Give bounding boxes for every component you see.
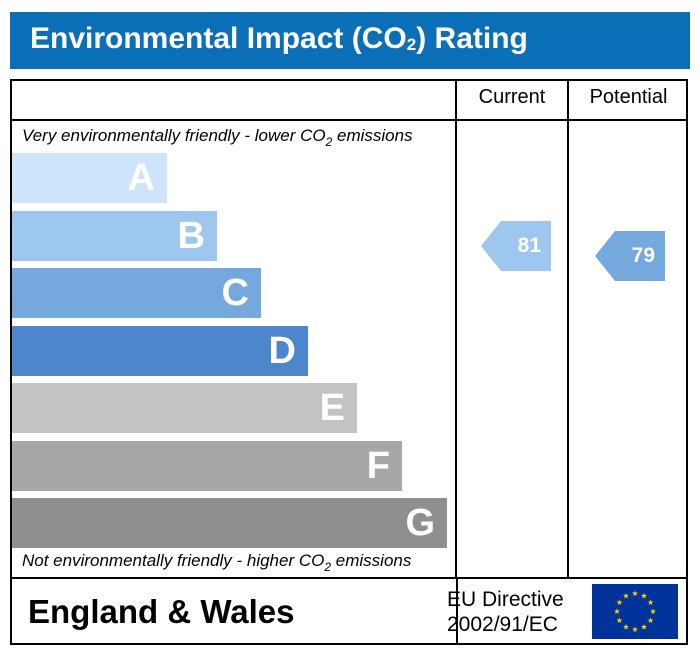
column-header-potential: Potential xyxy=(589,86,668,108)
footer: England & Wales EU Directive 2002/91/EC xyxy=(10,577,688,645)
current-arrow-shape xyxy=(481,221,551,271)
top-note: Very environmentally friendly - lower CO… xyxy=(22,126,413,149)
band-letter-d: D xyxy=(268,329,296,372)
band-c: C xyxy=(12,268,261,318)
eu-star-3 xyxy=(647,599,654,606)
header-divider xyxy=(10,119,688,121)
column-divider-potential xyxy=(567,79,569,579)
eu-star-7 xyxy=(631,626,639,633)
band-f: F xyxy=(12,440,402,491)
eu-star-11 xyxy=(616,599,623,606)
band-g: G xyxy=(12,498,447,548)
potential-rating-value: 79 xyxy=(631,244,655,267)
band-letter-c: C xyxy=(221,272,249,314)
band-d: D xyxy=(12,325,308,376)
current-rating-arrow: 81 xyxy=(481,221,551,271)
column-header-current: Current xyxy=(478,86,546,108)
eu-star-6 xyxy=(640,623,648,630)
eu-star-10 xyxy=(613,608,621,615)
eu-directive-line1: EU Directive xyxy=(447,588,564,611)
eu-directive-line2: 2002/91/EC xyxy=(447,613,558,636)
current-rating-value: 81 xyxy=(517,234,541,257)
country-label: England & Wales xyxy=(28,593,295,630)
footer-divider xyxy=(456,579,458,643)
eu-star-5 xyxy=(647,617,654,624)
band-b: B xyxy=(12,210,217,261)
band-a: A xyxy=(12,153,167,203)
band-e: E xyxy=(12,383,357,433)
eu-star-2 xyxy=(640,592,648,599)
band-letter-f: F xyxy=(366,444,390,487)
band-letter-a: A xyxy=(127,157,155,199)
title-bar: Environmental Impact (CO2) Rating xyxy=(10,12,690,69)
band-letter-b: B xyxy=(177,214,205,257)
potential-arrow-shape xyxy=(595,231,665,281)
eu-star-1 xyxy=(631,590,639,597)
band-letter-g: G xyxy=(405,502,435,544)
bottom-note: Not environmentally friendly - higher CO… xyxy=(22,551,412,574)
chart-title: Environmental Impact (CO2) Rating xyxy=(30,22,528,55)
eu-star-4 xyxy=(649,608,657,615)
potential-rating-arrow: 79 xyxy=(595,231,665,281)
eu-star-8 xyxy=(622,623,630,630)
eu-directive: EU Directive 2002/91/EC xyxy=(447,587,564,637)
column-divider-current xyxy=(455,79,457,579)
band-letter-e: E xyxy=(319,387,345,429)
eu-star-12 xyxy=(622,592,630,599)
eu-flag-icon xyxy=(592,584,678,639)
eu-star-9 xyxy=(616,617,623,624)
